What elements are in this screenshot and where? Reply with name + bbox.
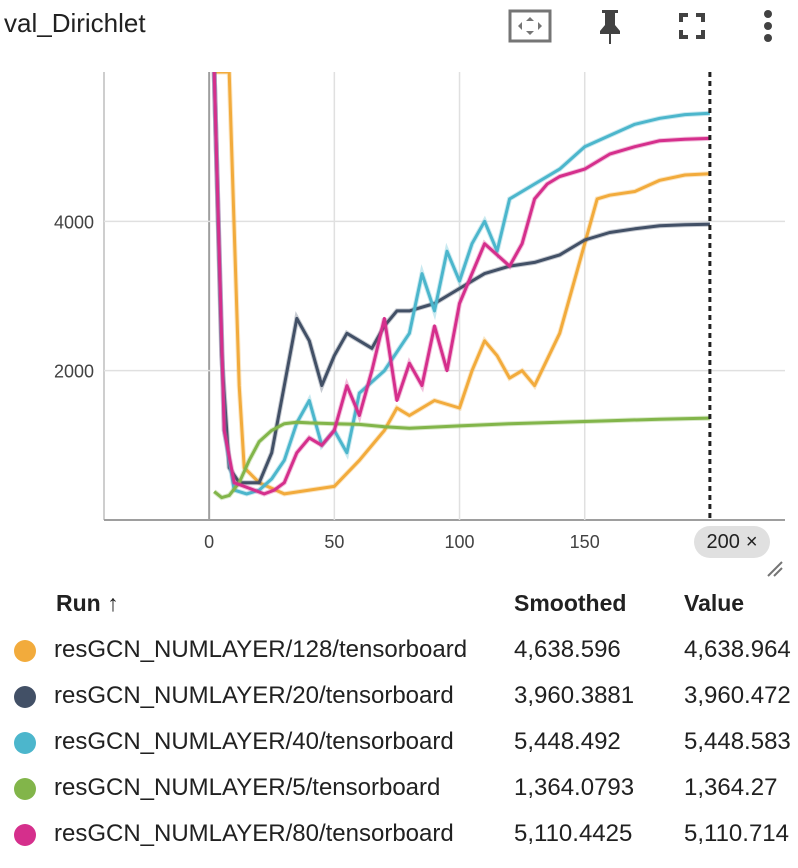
x-tick-label: 100 bbox=[444, 532, 474, 552]
step-cursor-label: 200 bbox=[706, 530, 740, 553]
legend-row: resGCN_NUMLAYER/40/tensorboard 5,448.492… bbox=[0, 720, 798, 766]
series-halo-line bbox=[211, 72, 710, 497]
pin-button[interactable] bbox=[588, 4, 632, 48]
series-color-swatch bbox=[14, 686, 36, 708]
series-color-swatch bbox=[14, 732, 36, 754]
raw-value: 1,364.27 bbox=[684, 774, 778, 801]
run-name: resGCN_NUMLAYER/20/tensorboard bbox=[54, 682, 454, 709]
series-line bbox=[213, 416, 710, 500]
resize-handle-icon[interactable] bbox=[766, 560, 784, 578]
series-halo-line bbox=[211, 72, 711, 497]
chart-title: val_Dirichlet bbox=[4, 8, 146, 38]
series-line bbox=[212, 72, 710, 496]
raw-value: 4,638.964 bbox=[684, 636, 791, 663]
series-halo-line bbox=[212, 415, 710, 501]
more-options-button[interactable] bbox=[746, 4, 790, 48]
step-cursor-badge[interactable]: 200 × bbox=[694, 526, 770, 558]
raw-value: 3,960.472 bbox=[684, 682, 791, 709]
more-vert-icon bbox=[764, 10, 772, 42]
series-halo-line bbox=[214, 72, 711, 497]
fit-domain-icon bbox=[508, 9, 552, 43]
column-header-run[interactable]: Run ↑ bbox=[56, 590, 119, 616]
smoothed-value: 3,960.3881 bbox=[514, 682, 635, 709]
series-color-swatch bbox=[14, 778, 36, 800]
run-name: resGCN_NUMLAYER/128/tensorboard bbox=[54, 636, 468, 663]
chart-series-lines bbox=[211, 72, 712, 520]
fit-domain-button[interactable] bbox=[508, 4, 552, 48]
x-tick-label: 0 bbox=[204, 532, 214, 552]
series-color-swatch bbox=[14, 824, 36, 846]
column-header-smoothed[interactable]: Smoothed bbox=[514, 590, 627, 616]
run-name: resGCN_NUMLAYER/5/tensorboard bbox=[54, 774, 441, 801]
x-tick-label: 150 bbox=[570, 532, 600, 552]
smoothed-value: 4,638.596 bbox=[514, 636, 621, 663]
legend-row: resGCN_NUMLAYER/20/tensorboard 3,960.388… bbox=[0, 674, 798, 720]
close-icon[interactable]: × bbox=[745, 530, 758, 553]
raw-value: 5,448.583 bbox=[684, 728, 791, 755]
fullscreen-icon bbox=[679, 13, 705, 39]
legend-row: resGCN_NUMLAYER/80/tensorboard 5,110.442… bbox=[0, 812, 798, 858]
raw-value: 5,110.714 bbox=[684, 820, 789, 847]
series-line bbox=[212, 72, 710, 496]
line-chart[interactable]: 0 50 100 150 2000 4000 bbox=[0, 60, 798, 560]
y-tick-label: 4000 bbox=[54, 212, 94, 232]
series-line bbox=[214, 72, 710, 496]
smoothed-value: 5,110.4425 bbox=[514, 820, 633, 847]
smoothed-value: 1,364.0793 bbox=[514, 774, 635, 801]
y-axis-ticks: 2000 4000 bbox=[54, 212, 94, 381]
x-axis-ticks: 0 50 100 150 bbox=[204, 532, 600, 552]
run-name: resGCN_NUMLAYER/40/tensorboard bbox=[54, 728, 454, 755]
pin-icon bbox=[600, 10, 620, 44]
fullscreen-button[interactable] bbox=[670, 4, 714, 48]
column-header-value[interactable]: Value bbox=[684, 590, 745, 616]
x-tick-label: 50 bbox=[324, 532, 344, 552]
y-tick-label: 2000 bbox=[54, 362, 94, 382]
run-name: resGCN_NUMLAYER/80/tensorboard bbox=[54, 820, 454, 847]
legend-row: resGCN_NUMLAYER/5/tensorboard 1,364.0793… bbox=[0, 766, 798, 812]
legend-row: resGCN_NUMLAYER/128/tensorboard 4,638.59… bbox=[0, 628, 798, 674]
smoothed-value: 5,448.492 bbox=[514, 728, 621, 755]
series-color-swatch bbox=[14, 640, 36, 662]
